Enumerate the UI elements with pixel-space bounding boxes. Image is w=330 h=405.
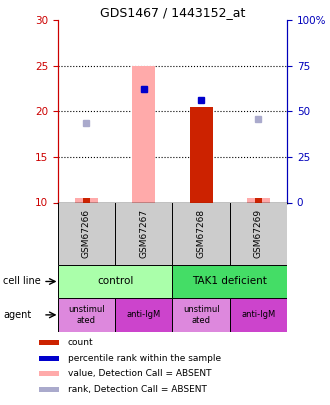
Title: GDS1467 / 1443152_at: GDS1467 / 1443152_at [100,6,245,19]
Text: unstimul
ated: unstimul ated [183,305,219,324]
Text: GSM67266: GSM67266 [82,209,91,258]
Bar [132,66,155,202]
Bar [190,107,213,202]
Text: anti-IgM: anti-IgM [127,310,161,320]
Text: GSM67267: GSM67267 [139,209,148,258]
Text: rank, Detection Call = ABSENT: rank, Detection Call = ABSENT [68,385,207,394]
Bar [247,198,270,202]
Text: value, Detection Call = ABSENT: value, Detection Call = ABSENT [68,369,211,378]
Bar [75,198,98,202]
Text: control: control [97,277,133,286]
Bar [173,202,230,265]
Bar [115,202,173,265]
Bar [115,298,173,332]
Bar [230,298,287,332]
Text: cell line: cell line [3,277,41,286]
Bar [58,298,115,332]
Text: count: count [68,338,93,347]
Text: GSM67269: GSM67269 [254,209,263,258]
Text: TAK1 deficient: TAK1 deficient [192,277,267,286]
Text: percentile rank within the sample: percentile rank within the sample [68,354,221,363]
Text: unstimul
ated: unstimul ated [68,305,105,324]
Bar [39,387,59,392]
Text: anti-IgM: anti-IgM [241,310,276,320]
Text: GSM67268: GSM67268 [197,209,206,258]
Bar [39,356,59,361]
Text: agent: agent [3,310,32,320]
Bar [230,202,287,265]
Bar [39,340,59,345]
Bar [58,265,173,298]
Bar [39,371,59,376]
Bar [83,198,90,202]
Bar [173,265,287,298]
Bar [255,198,262,202]
Bar [173,298,230,332]
Bar [58,202,115,265]
